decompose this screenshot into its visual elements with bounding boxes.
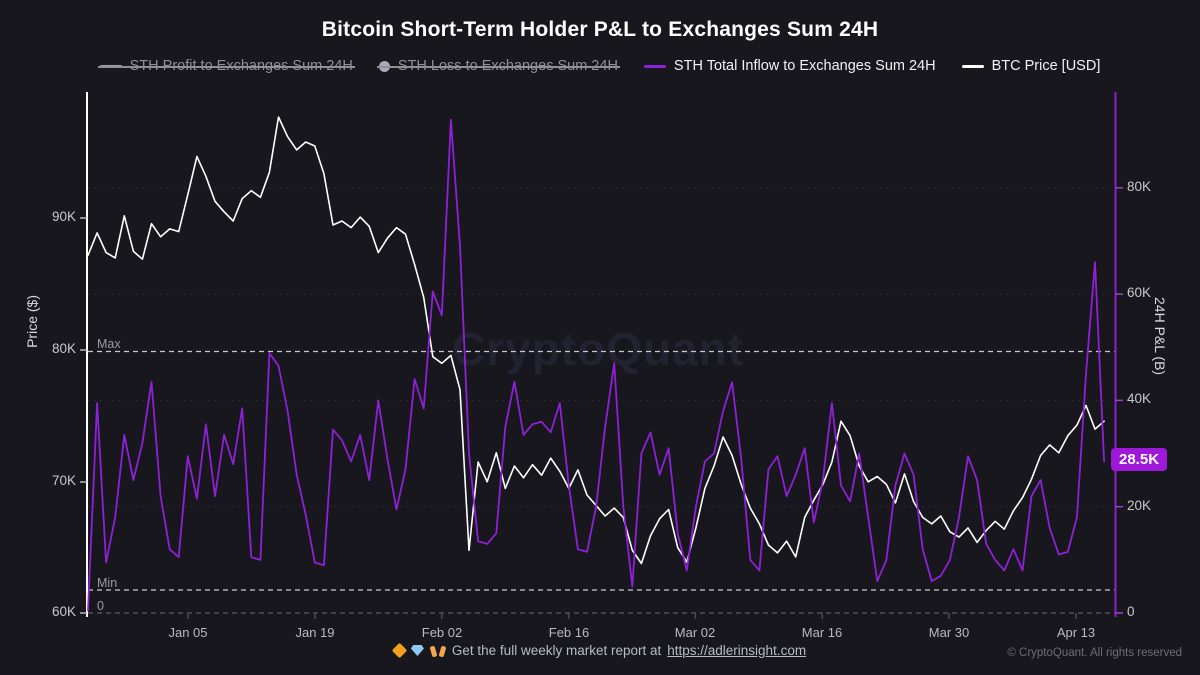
x-tick-apr13: Apr 13 [1056, 625, 1096, 640]
legend-item-sth-total-inflow[interactable]: STH Total Inflow to Exchanges Sum 24H [643, 58, 936, 74]
gem-icon [410, 645, 424, 656]
x-tick-jan19: Jan 19 [295, 625, 335, 640]
x-tick-mar02: Mar 02 [674, 625, 716, 640]
left-axis-tick-60k: 60K [51, 604, 76, 619]
raising-hands-icon [429, 644, 447, 658]
line-swatch-icon [961, 64, 984, 68]
btc-price-line [87, 116, 1105, 565]
max-line-label: Max [97, 337, 121, 351]
cryptoquant-watermark: CryptoQuant [452, 323, 745, 375]
left-axis-tick-80k: 80K [51, 341, 76, 356]
legend-item-sth-profit[interactable]: STH Profit to Exchanges Sum 24H [97, 58, 356, 74]
footer-promo: Get the full weekly market report at htt… [0, 642, 1200, 659]
right-axis-tick-20k: 20K [1127, 498, 1152, 513]
page-title: Bitcoin Short-Term Holder P&L to Exchang… [321, 18, 879, 41]
x-tick-feb16: Feb 16 [548, 625, 590, 640]
footer-promo-text: Get the full weekly market report at [451, 643, 662, 658]
legend-label: STH Total Inflow to Exchanges Sum 24H [673, 58, 936, 74]
x-tick-feb02: Feb 02 [421, 625, 463, 640]
legend-label: BTC Price [USD] [991, 58, 1101, 74]
x-tick-mar30: Mar 30 [928, 625, 970, 640]
footer-report-link[interactable]: https://adlerinsight.com [667, 643, 807, 658]
right-axis-tick-0: 0 [1127, 604, 1135, 619]
legend: STH Profit to Exchanges Sum 24H STH Loss… [0, 58, 1200, 74]
left-axis-tick-70k: 70K [51, 473, 76, 488]
legend-item-sth-loss[interactable]: STH Loss to Exchanges Sum 24H [376, 58, 620, 74]
left-axis-ticks [80, 217, 87, 614]
x-axis-ticks [187, 613, 1077, 619]
x-tick-mar16: Mar 16 [801, 625, 843, 640]
x-tick-jan05: Jan 05 [168, 625, 208, 640]
zero-line-label: 0 [97, 599, 104, 613]
sth-total-inflow-line [87, 118, 1105, 612]
left-axis-tick-90k: 90K [51, 209, 76, 224]
right-axis-tick-80k: 80K [1127, 179, 1152, 194]
right-axis-tick-60k: 60K [1127, 285, 1152, 300]
legend-item-btc-price[interactable]: BTC Price [USD] [961, 58, 1101, 74]
line-swatch-icon [643, 64, 666, 68]
last-value-badge: 28.5K [1111, 448, 1168, 471]
copyright-text: © CryptoQuant. All rights reserved [1007, 647, 1182, 659]
right-axis-title: 24H P&L (B) [1152, 297, 1168, 376]
min-line-label: Min [97, 576, 118, 590]
orange-diamond-icon [391, 642, 408, 659]
right-axis-tick-40k: 40K [1127, 391, 1152, 406]
left-axis-title: Price ($) [24, 295, 40, 348]
right-axis-ticks [1116, 187, 1123, 614]
